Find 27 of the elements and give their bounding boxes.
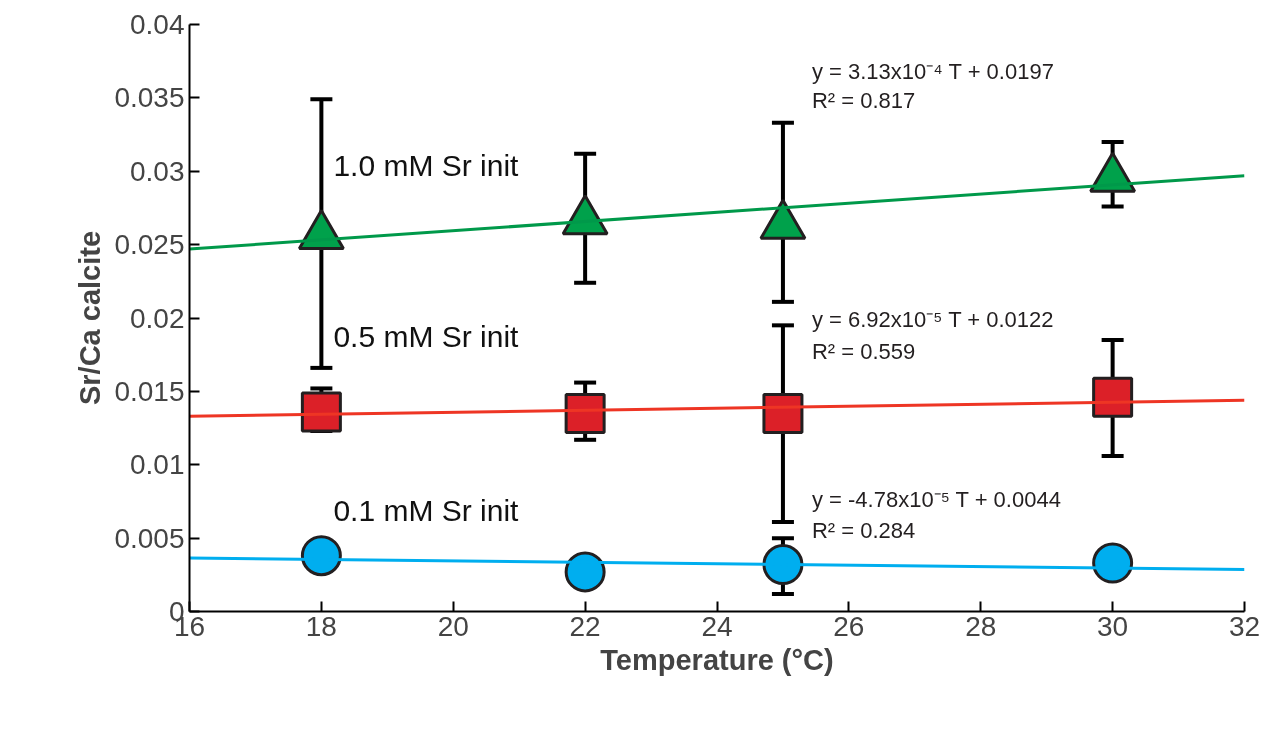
y-tick-label: 0.005 bbox=[114, 522, 185, 554]
y-tick-label: 0.02 bbox=[130, 302, 185, 334]
x-tick-label: 24 bbox=[701, 610, 733, 642]
x-tick-label: 26 bbox=[833, 610, 865, 642]
series-label: 0.1 mM Sr init bbox=[333, 494, 520, 528]
annotation: R² = 0.284 bbox=[811, 518, 916, 544]
annotation: R² = 0.559 bbox=[811, 339, 916, 365]
annotation: y = 3.13x10⁻⁴ T + 0.0197 bbox=[811, 59, 1054, 85]
x-tick-label: 20 bbox=[437, 610, 469, 642]
x-tick-label: 30 bbox=[1097, 610, 1129, 642]
y-axis-title: Sr/Ca calcite bbox=[74, 230, 107, 406]
annotation: R² = 0.817 bbox=[811, 88, 916, 114]
x-axis-title: Temperature (°C) bbox=[600, 643, 834, 676]
x-tick-label: 22 bbox=[569, 610, 601, 642]
series-label: 0.5 mM Sr init bbox=[333, 320, 520, 354]
x-tick-label: 18 bbox=[305, 610, 337, 642]
annotation: y = -4.78x10⁻⁵ T + 0.0044 bbox=[811, 487, 1061, 513]
x-tick-label: 28 bbox=[965, 610, 997, 642]
y-tick-label: 0.04 bbox=[130, 9, 185, 40]
x-tick-label: 32 bbox=[1228, 610, 1261, 642]
y-tick-label: 0.035 bbox=[114, 82, 185, 114]
y-tick-label: 0.015 bbox=[114, 375, 185, 407]
y-tick-label: 0.03 bbox=[130, 155, 185, 187]
y-tick-label: 0.01 bbox=[130, 449, 185, 481]
y-tick-label: 0.025 bbox=[114, 229, 185, 261]
annotation: y = 6.92x10⁻⁵ T + 0.0122 bbox=[811, 307, 1054, 333]
series-label: 1.0 mM Sr init bbox=[333, 149, 520, 183]
